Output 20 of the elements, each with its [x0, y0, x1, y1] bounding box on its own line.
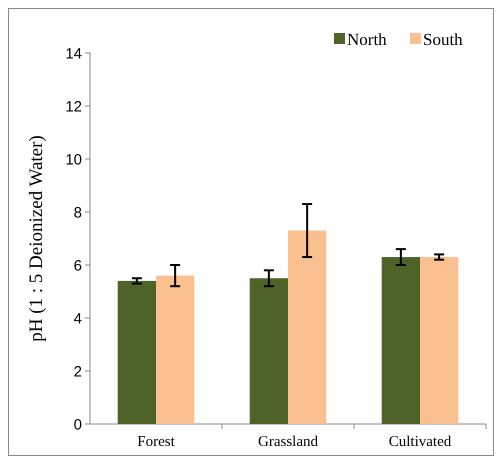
bar: [156, 276, 194, 424]
bar: [382, 257, 420, 424]
x-tick-label: Forest: [137, 434, 176, 450]
y-tick-label: 12: [65, 98, 82, 116]
legend-label: South: [423, 30, 464, 49]
y-tick-label: 8: [74, 204, 82, 222]
y-axis-title: pH (1 : 5 Deionized Water): [26, 135, 47, 342]
bar: [420, 257, 458, 424]
legend-label: North: [347, 30, 388, 49]
x-tick-label: Cultivated: [388, 434, 452, 450]
y-tick-label: 10: [65, 151, 82, 168]
y-tick-label: 4: [74, 310, 82, 328]
y-tick-label: 0: [74, 416, 82, 434]
y-tick-label: 6: [74, 257, 82, 274]
x-tick-label: Grassland: [258, 434, 318, 450]
bar: [118, 280, 156, 424]
bar: [250, 278, 288, 424]
y-tick-label: 14: [65, 45, 82, 62]
y-tick-label: 2: [74, 363, 82, 380]
bar: [288, 230, 326, 424]
